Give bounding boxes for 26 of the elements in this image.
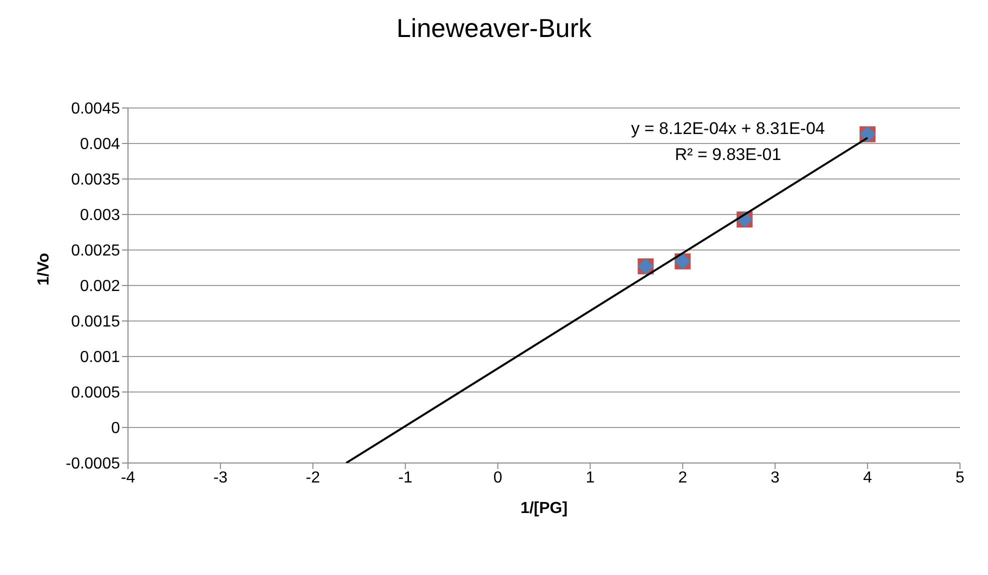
x-tick-label: 0	[493, 469, 502, 486]
y-tick-label: -0.0005	[66, 456, 120, 473]
y-tick-label: 0.0035	[71, 172, 120, 189]
y-tick-label: 0.0005	[71, 384, 120, 402]
x-tick-label: -3	[213, 469, 228, 486]
x-tick-label: -1	[398, 469, 413, 486]
y-tick-label: 0.001	[80, 349, 120, 366]
x-tick-label: -2	[306, 469, 320, 486]
chart-title: Lineweaver-Burk	[395, 12, 593, 45]
annotation: y = 8.12E-04x + 8.31E-04	[630, 118, 826, 140]
y-tick-label: 0.003	[80, 207, 120, 224]
y-tick-label: 0.004	[80, 136, 120, 154]
y-tick-label: 0.002	[80, 278, 120, 296]
x-axis-title: 1/[PG]	[520, 500, 568, 517]
x-tick-label: 3	[770, 469, 780, 486]
y-tick-label: 0	[111, 420, 120, 438]
x-tick-label: -4	[120, 469, 136, 486]
y-tick-label: 0.0045	[71, 100, 120, 118]
y-axis-title: 1/Vo	[36, 252, 53, 286]
annotation: R² = 9.83E-01	[674, 144, 782, 166]
x-tick-label: 4	[863, 469, 872, 486]
y-tick-label: 0.0015	[71, 314, 120, 331]
y-tick-label: 0.0025	[71, 242, 120, 260]
x-tick-label: 1	[586, 469, 595, 486]
x-tick-label: 2	[678, 469, 688, 486]
x-tick-label: 5	[956, 469, 965, 486]
